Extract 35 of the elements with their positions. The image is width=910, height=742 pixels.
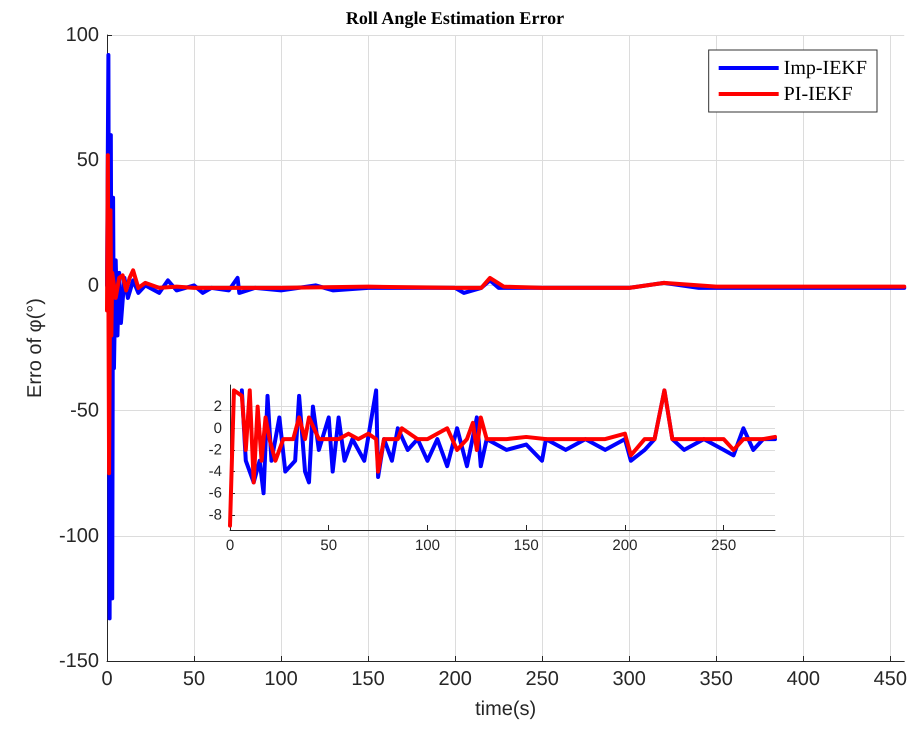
x-tick-label: 350 [700, 668, 733, 690]
x-tick-label: 250 [525, 668, 559, 690]
y-tick-label: 2 [214, 398, 222, 416]
y-tick-label: 0 [214, 420, 222, 437]
x-tick-label: 250 [711, 537, 736, 554]
y-tick-label: 50 [76, 149, 99, 172]
y-tick-label: -150 [58, 650, 99, 672]
x-tick-label: 400 [786, 668, 820, 690]
x-tick-label: 200 [438, 668, 472, 690]
x-tick-label: 0 [226, 537, 234, 554]
x-tick-label: 150 [514, 537, 539, 554]
x-tick-label: 50 [320, 537, 338, 554]
y-tick-label: 100 [66, 24, 99, 46]
x-tick-label: 450 [874, 668, 908, 690]
y-tick-label: -4 [208, 463, 222, 480]
x-tick-label: 0 [101, 668, 113, 690]
chart-title: Roll Angle Estimation Error [346, 8, 564, 28]
legend-label: PI-IEKF [784, 83, 853, 105]
x-tick-label: 200 [612, 537, 638, 554]
line-series [228, 388, 777, 528]
y-tick-label: -6 [208, 484, 222, 502]
x-tick-label: 50 [182, 668, 206, 690]
line-series [105, 153, 906, 476]
y-tick-label: 0 [88, 274, 99, 296]
x-tick-label: 150 [351, 668, 385, 690]
legend-label: Imp-IEKF [784, 57, 868, 79]
x-tick-label: 300 [612, 668, 646, 690]
y-tick-label: -8 [208, 506, 222, 524]
y-axis-title: Erro of φ(°) [24, 298, 46, 398]
x-tick-label: 100 [414, 537, 440, 554]
x-axis-title: time(s) [475, 698, 536, 720]
y-tick-label: -2 [208, 441, 222, 458]
x-tick-label: 100 [264, 668, 298, 690]
y-tick-label: -50 [70, 400, 99, 422]
y-tick-label: -100 [58, 524, 99, 547]
